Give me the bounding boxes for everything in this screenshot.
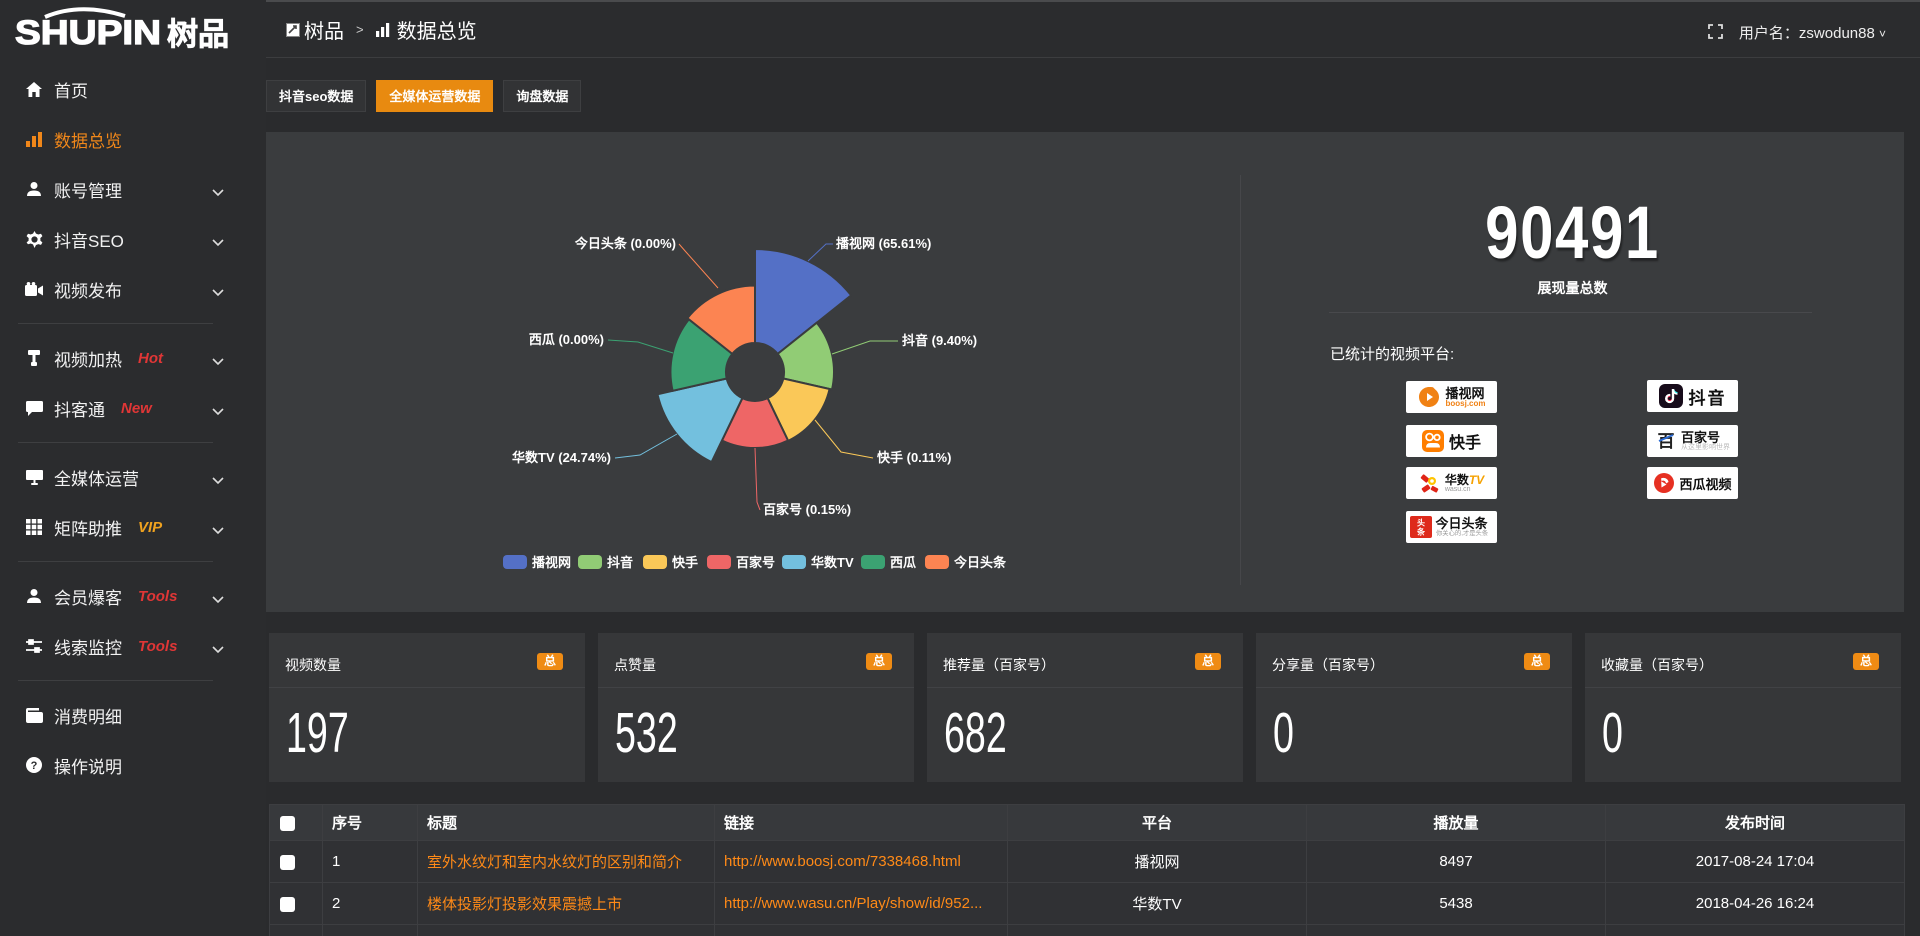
svg-text:?: ? — [31, 760, 38, 772]
svg-text:今日头条: 今日头条 — [953, 555, 1007, 570]
svg-text:抖音: 抖音 — [607, 555, 633, 570]
svg-text:播视网: 播视网 — [532, 555, 571, 570]
svg-text:百家号: 百家号 — [736, 555, 775, 570]
svg-text:树品: 树品 — [167, 17, 229, 51]
svg-text:西瓜: 西瓜 — [890, 555, 916, 570]
svg-text:百家号 (0.15%): 百家号 (0.15%) — [763, 502, 851, 517]
svg-text:华数TV: 华数TV — [811, 555, 854, 570]
svg-text:头: 头 — [1417, 518, 1425, 528]
svg-text:今日头条 (0.00%): 今日头条 (0.00%) — [574, 236, 676, 251]
svg-text:条: 条 — [1416, 527, 1426, 537]
svg-text:抖音 (9.40%): 抖音 (9.40%) — [902, 333, 977, 348]
svg-text:华数TV (24.74%): 华数TV (24.74%) — [512, 450, 611, 465]
svg-text:播视网 (65.61%): 播视网 (65.61%) — [836, 236, 931, 251]
svg-text:西瓜 (0.00%): 西瓜 (0.00%) — [529, 332, 604, 347]
svg-text:快手: 快手 — [672, 555, 698, 570]
svg-text:SHUPIN: SHUPIN — [15, 14, 161, 51]
svg-text:快手 (0.11%): 快手 (0.11%) — [877, 450, 951, 465]
